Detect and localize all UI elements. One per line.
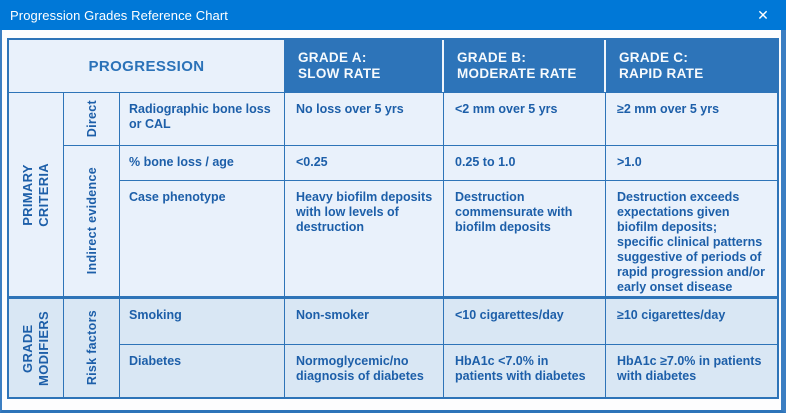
grade-a-header: GRADE A: SLOW RATE: [285, 40, 443, 92]
grade-c-line1: GRADE C:: [619, 50, 689, 65]
progression-header: PROGRESSION: [9, 40, 284, 92]
bone-loss-grade-a-value: <0.25: [285, 146, 443, 180]
direct-label: Direct: [84, 100, 99, 138]
diabetes-grade-b-value: HbA1c <7.0% in patients with diabetes: [444, 345, 605, 397]
radiographic-grade-b-value: <2 mm over 5 yrs: [444, 93, 605, 145]
diabetes-grade-a-value: Normoglycemic/no diagnosis of diabetes: [285, 345, 443, 397]
criterion-diabetes: Diabetes: [120, 345, 284, 397]
risk-factors-label: Risk factors: [84, 310, 99, 386]
grade-modifiers-label: GRADE MODIFIERS: [20, 310, 51, 386]
criterion-radiographic-bone-loss: Radiographic bone loss or CAL: [120, 93, 284, 145]
grade-a-line1: GRADE A:: [298, 50, 367, 65]
bone-loss-grade-c-value: >1.0: [606, 146, 777, 180]
subsection-indirect-evidence: Indirect evidence: [64, 146, 119, 296]
grade-b-header: GRADE B: MODERATE RATE: [444, 40, 605, 92]
radiographic-grade-a-value: No loss over 5 yrs: [285, 93, 443, 145]
subsection-risk-factors: Risk factors: [64, 299, 119, 397]
diabetes-grade-c-value: HbA1c ≥7.0% in patients with diabetes: [606, 345, 777, 397]
window-titlebar[interactable]: Progression Grades Reference Chart ✕: [0, 0, 786, 30]
smoking-grade-a-value: Non-smoker: [285, 299, 443, 344]
indirect-evidence-label: Indirect evidence: [84, 167, 99, 275]
grade-c-line2: RAPID RATE: [619, 66, 704, 81]
grade-a-line2: SLOW RATE: [298, 66, 381, 81]
close-button[interactable]: ✕: [740, 0, 786, 30]
radiographic-grade-c-value: ≥2 mm over 5 yrs: [606, 93, 777, 145]
smoking-grade-c-value: ≥10 cigarettes/day: [606, 299, 777, 344]
section-primary-criteria: PRIMARY CRITERIA: [9, 93, 63, 296]
bone-loss-grade-b-value: 0.25 to 1.0: [444, 146, 605, 180]
window-title: Progression Grades Reference Chart: [10, 7, 229, 23]
phenotype-grade-c-value: Destruction exceeds expectations given b…: [606, 181, 777, 296]
subsection-direct: Direct: [64, 93, 119, 145]
window-content: PROGRESSION GRADE A: SLOW RATE GRADE B: …: [0, 30, 786, 413]
criterion-smoking: Smoking: [120, 299, 284, 344]
primary-criteria-label: PRIMARY CRITERIA: [20, 162, 51, 227]
phenotype-grade-b-value: Destruction commensurate with biofilm de…: [444, 181, 605, 296]
criterion-case-phenotype: Case phenotype: [120, 181, 284, 296]
grade-b-line1: GRADE B:: [457, 50, 527, 65]
grade-b-line2: MODERATE RATE: [457, 66, 577, 81]
progression-header-label: PROGRESSION: [88, 57, 205, 75]
phenotype-grade-a-value: Heavy biofilm deposits with low levels o…: [285, 181, 443, 296]
grade-c-header: GRADE C: RAPID RATE: [606, 40, 777, 92]
criterion-bone-loss-age: % bone loss / age: [120, 146, 284, 180]
section-grade-modifiers: GRADE MODIFIERS: [9, 299, 63, 397]
close-icon: ✕: [757, 7, 769, 23]
progression-grades-table: PROGRESSION GRADE A: SLOW RATE GRADE B: …: [7, 38, 779, 399]
smoking-grade-b-value: <10 cigarettes/day: [444, 299, 605, 344]
